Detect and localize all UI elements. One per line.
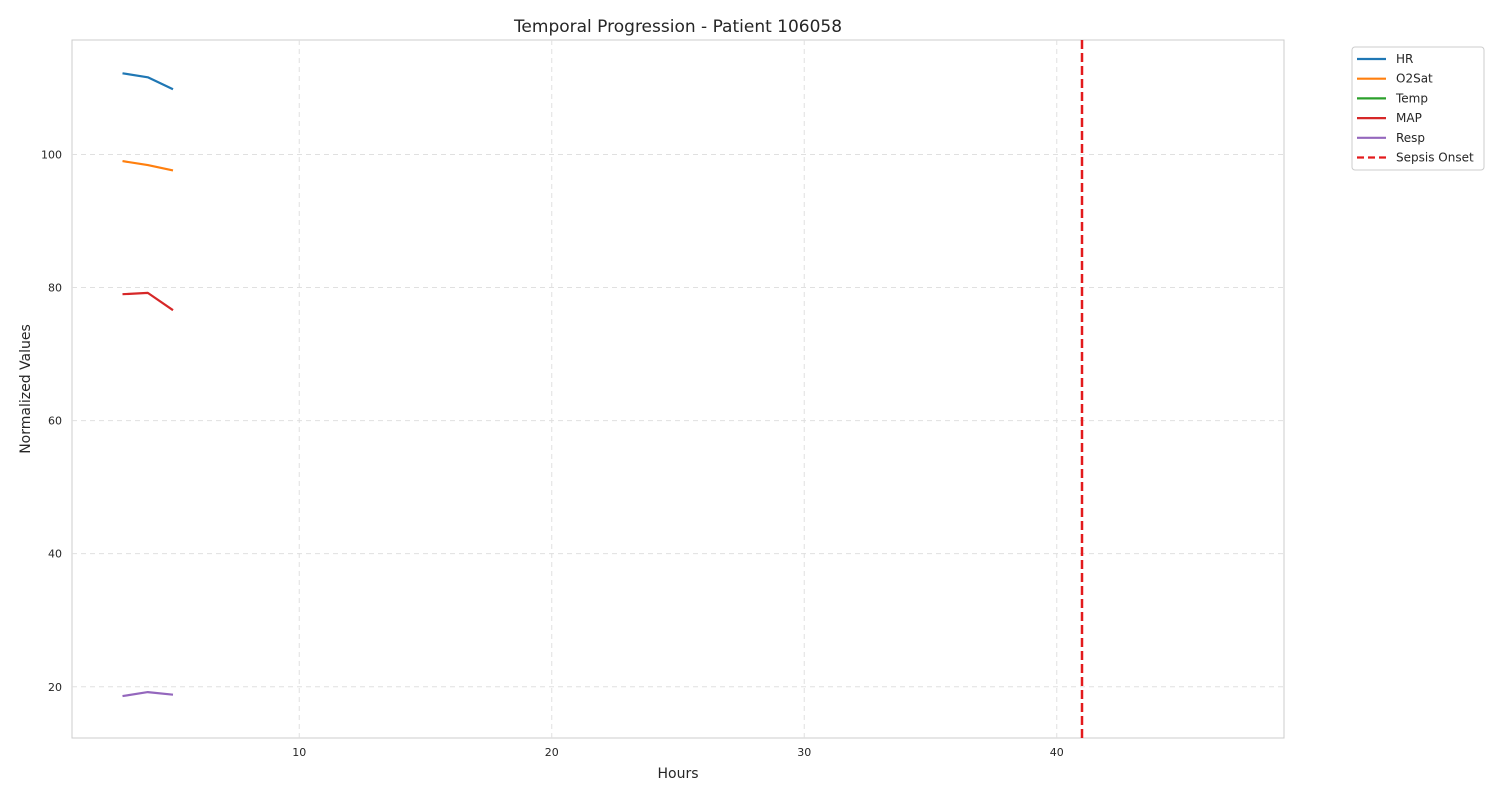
x-tick-label: 40 xyxy=(1050,746,1064,759)
y-axis-label: Normalized Values xyxy=(18,324,34,454)
legend-label-resp: Resp xyxy=(1396,131,1425,145)
legend-label-sepsis-onset: Sepsis Onset xyxy=(1396,151,1474,165)
legend-label-o2sat: O2Sat xyxy=(1396,72,1433,86)
series-line-o2sat xyxy=(122,160,174,172)
legend: HR O2Sat Temp MAP Resp Sepsis Onset xyxy=(1351,46,1485,171)
chart-title: Temporal Progression - Patient 106058 xyxy=(513,17,842,37)
plot-area xyxy=(71,39,1285,739)
legend-label-hr: HR xyxy=(1396,52,1413,66)
series-line-resp xyxy=(122,690,174,698)
x-tick-label: 20 xyxy=(545,746,559,759)
x-tick-label: 30 xyxy=(797,746,811,759)
x-axis-label: Hours xyxy=(657,766,698,782)
y-tick-label: 40 xyxy=(48,548,62,561)
y-tick-label: 80 xyxy=(48,282,62,295)
tick-labels: 10 20 30 40 20 40 60 80 100 xyxy=(41,148,1064,759)
series-line-hr xyxy=(122,72,174,91)
x-tick-label: 10 xyxy=(292,746,306,759)
series-lines xyxy=(122,72,174,698)
y-tick-label: 100 xyxy=(41,148,62,161)
legend-label-map: MAP xyxy=(1396,111,1422,125)
y-tick-label: 20 xyxy=(48,681,62,694)
y-tick-label: 60 xyxy=(48,415,62,428)
series-line-map xyxy=(122,291,174,312)
legend-label-temp: Temp xyxy=(1395,91,1428,105)
